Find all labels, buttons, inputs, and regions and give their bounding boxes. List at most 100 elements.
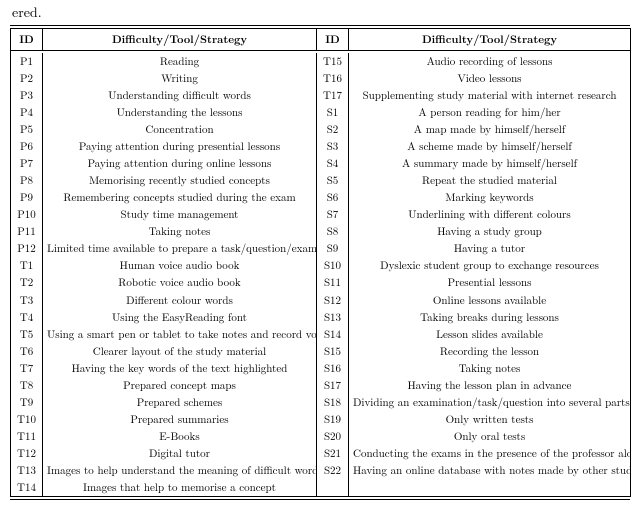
table-row: T9Prepared schemesS18Dividing an examina… [11,394,631,411]
cell-id-left: T2 [11,274,43,291]
table-header-row: ID Difficulty/Tool/Strategy ID Difficult… [11,28,631,50]
table-row: P11Taking notesS8Having a study group [11,223,631,240]
table-row: P2WritingT16Video lessons [11,70,631,87]
col-header-id-right: ID [317,28,349,50]
cell-txt-right: Having a tutor [349,240,631,257]
cell-id-right: S13 [317,309,349,326]
cell-txt-left: Taking notes [43,223,317,240]
cell-txt-right: Taking breaks during lessons [349,309,631,326]
cell-id-right: S1 [317,104,349,121]
cell-id-right: S9 [317,240,349,257]
cell-txt-left: Paying attention during online lessons [43,155,317,172]
cell-txt-right: Audio recording of lessons [349,53,631,70]
table-row: P10Study time managementS7Underlining wi… [11,206,631,223]
cell-txt-left: Paying attention during presential lesso… [43,138,317,155]
cell-id-left: P12 [11,240,43,257]
cell-txt-left: Understanding difficult words [43,87,317,104]
table-row: T12Digital tutorS21Conducting the exams … [11,445,631,462]
cell-txt-right: Having a study group [349,223,631,240]
cell-txt-right: Only written tests [349,411,631,428]
cell-id-left: T13 [11,462,43,479]
cell-id-right: S22 [317,462,349,479]
col-header-dts-right: Difficulty/Tool/Strategy [349,28,631,50]
cell-id-left: T5 [11,326,43,343]
cell-id-left: P2 [11,70,43,87]
cell-txt-left: Clearer layout of the study material [43,343,317,360]
cell-txt-right [349,479,631,497]
table-body: P1ReadingT15Audio recording of lessonsP2… [11,53,631,497]
cell-txt-left: Remembering concepts studied during the … [43,189,317,206]
cell-txt-left: Prepared concept maps [43,377,317,394]
table-row: P5ConcentrationS2A map made by himself/h… [11,121,631,138]
cell-id-right: S14 [317,326,349,343]
cell-txt-left: Having the key words of the text highlig… [43,360,317,377]
cell-txt-right: A person reading for him/her [349,104,631,121]
cell-id-left: T11 [11,428,43,445]
cell-txt-right: Conducting the exams in the presence of … [349,445,631,462]
cell-txt-right: Underlining with different colours [349,206,631,223]
cell-txt-left: Study time management [43,206,317,223]
table-row: T6Clearer layout of the study materialS1… [11,343,631,360]
leading-text-fragment: ered. [12,4,630,21]
table-row: P1ReadingT15Audio recording of lessons [11,53,631,70]
cell-txt-right: Repeat the studied material [349,172,631,189]
cell-txt-right: Only oral tests [349,428,631,445]
cell-id-left: P4 [11,104,43,121]
cell-txt-left: Reading [43,53,317,70]
cell-id-right: S3 [317,138,349,155]
cell-txt-right: Recording the lesson [349,343,631,360]
cell-id-right: S6 [317,189,349,206]
cell-id-right: S19 [317,411,349,428]
cell-txt-right: Having the lesson plan in advance [349,377,631,394]
table-row: T4Using the EasyReading fontS13Taking br… [11,309,631,326]
cell-txt-right: A map made by himself/herself [349,121,631,138]
cell-txt-left: Using the EasyReading font [43,309,317,326]
cell-id-left: P7 [11,155,43,172]
table-row: P8Memorising recently studied conceptsS5… [11,172,631,189]
cell-id-left: T10 [11,411,43,428]
cell-id-right: S4 [317,155,349,172]
cell-txt-left: Memorising recently studied concepts [43,172,317,189]
table-row: T2Robotic voice audio bookS11Presential … [11,274,631,291]
cell-id-left: P3 [11,87,43,104]
table-row: T13Images to help understand the meaning… [11,462,631,479]
table-row: T8Prepared concept mapsS17Having the les… [11,377,631,394]
cell-id-left: T12 [11,445,43,462]
table-row: P7Paying attention during online lessons… [11,155,631,172]
cell-txt-right: Marking keywords [349,189,631,206]
cell-txt-right: Supplementing study material with intern… [349,87,631,104]
cell-id-left: P11 [11,223,43,240]
cell-txt-right: Lesson slides available [349,326,631,343]
cell-txt-left: Different colour words [43,292,317,309]
cell-txt-left: Images to help understand the meaning of… [43,462,317,479]
cell-id-right: S12 [317,292,349,309]
cell-txt-right: A summary made by himself/herself [349,155,631,172]
table-row: T7Having the key words of the text highl… [11,360,631,377]
cell-id-left: P5 [11,121,43,138]
cell-id-left: T1 [11,257,43,274]
cell-id-left: T8 [11,377,43,394]
cell-id-left: P1 [11,53,43,70]
cell-id-right: T16 [317,70,349,87]
table-double-rule-wrap: ID Difficulty/Tool/Strategy ID Difficult… [10,25,630,500]
table-row: T3Different colour wordsS12Online lesson… [11,292,631,309]
table-row: P12Limited time available to prepare a t… [11,240,631,257]
col-header-dts-left: Difficulty/Tool/Strategy [43,28,317,50]
table-row: P9Remembering concepts studied during th… [11,189,631,206]
table-row: T10Prepared summariesS19Only written tes… [11,411,631,428]
cell-txt-left: Prepared summaries [43,411,317,428]
cell-txt-right: Dividing an examination/task/question in… [349,394,631,411]
cell-id-left: T3 [11,292,43,309]
cell-id-left: T4 [11,309,43,326]
cell-id-right: S21 [317,445,349,462]
cell-txt-right: Dyslexic student group to exchange resou… [349,257,631,274]
cell-txt-left: Understanding the lessons [43,104,317,121]
cell-id-left: T9 [11,394,43,411]
cell-txt-right: Video lessons [349,70,631,87]
table-row: T14Images that help to memorise a concep… [11,479,631,497]
table-row: T11E-BooksS20Only oral tests [11,428,631,445]
cell-txt-left: Robotic voice audio book [43,274,317,291]
cell-txt-left: Using a smart pen or tablet to take note… [43,326,317,343]
cell-id-right: S18 [317,394,349,411]
cell-id-right: S10 [317,257,349,274]
